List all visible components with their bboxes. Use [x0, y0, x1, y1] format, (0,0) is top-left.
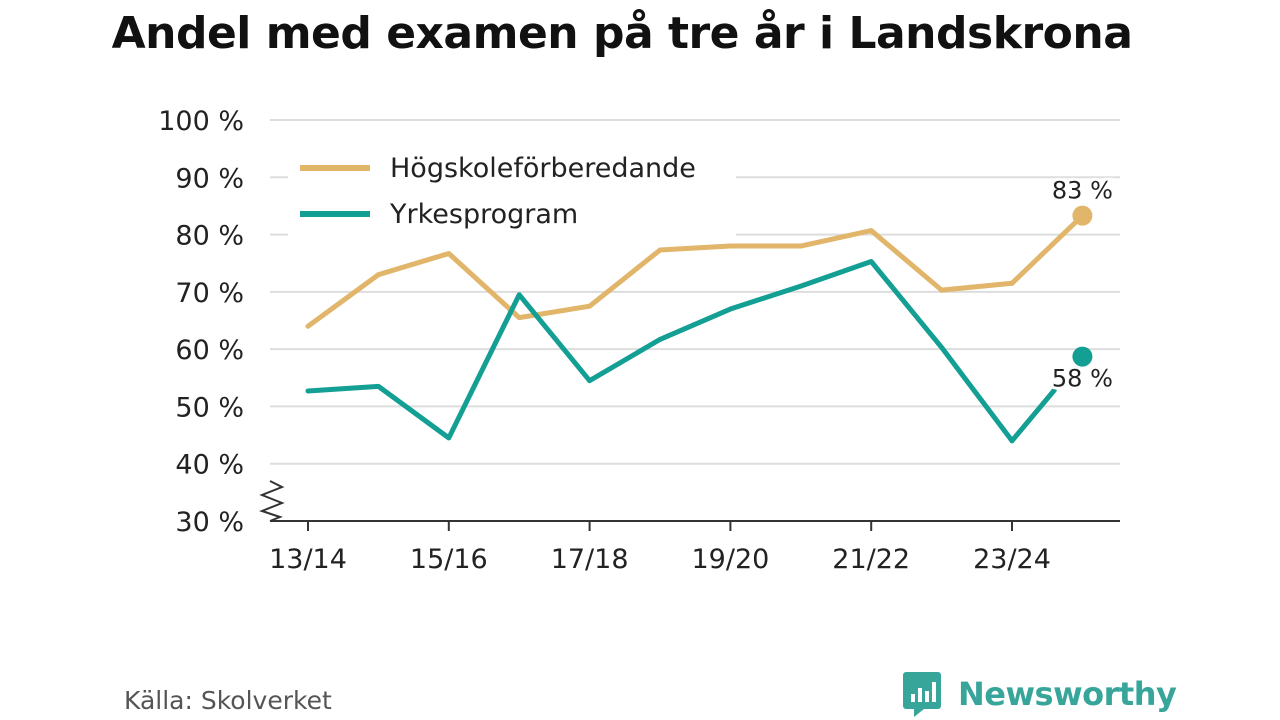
series-last-segment-1: [1009, 213, 1085, 286]
x-tick-label: 17/18: [551, 544, 629, 575]
end-value-label: 83 %: [1052, 177, 1113, 205]
y-tick-label: 60 %: [175, 335, 244, 366]
series-line-2: [305, 258, 1015, 444]
y-tick-label: 30 %: [175, 507, 244, 538]
y-tick-label: 50 %: [175, 392, 244, 423]
x-tick-label: 13/14: [269, 544, 347, 575]
brand-logo: Newsworthy: [902, 668, 1177, 720]
series-line-1: [305, 228, 1015, 329]
series-end-point-1: [1072, 205, 1093, 226]
x-tick-label: 21/22: [832, 544, 910, 575]
chart-title: Andel med examen på tre år i Landskrona: [111, 8, 1133, 59]
y-tick-label: 40 %: [175, 450, 244, 481]
legend-label-2: Yrkesprogram: [389, 199, 578, 230]
axis-break-icon: [259, 480, 285, 522]
series-last-segment-2: [1009, 387, 1057, 444]
end-value-label: 58 %: [1052, 365, 1113, 393]
y-tick-label: 70 %: [175, 278, 244, 309]
brand-name: Newsworthy: [958, 675, 1177, 713]
source-credit: Källa: Skolverket: [124, 686, 332, 715]
y-tick-label: 90 %: [175, 163, 244, 194]
y-tick-label: 100 %: [158, 106, 244, 137]
x-tick-label: 23/24: [973, 544, 1051, 575]
legend-background: [288, 148, 736, 236]
legend-label-1: Högskoleförberedande: [390, 153, 696, 184]
x-tick-label: 19/20: [691, 544, 769, 575]
y-tick-label: 80 %: [175, 221, 244, 252]
x-tick-label: 15/16: [410, 544, 488, 575]
series-end-point-2: [1072, 346, 1093, 367]
newsworthy-logo-icon: [903, 672, 941, 717]
